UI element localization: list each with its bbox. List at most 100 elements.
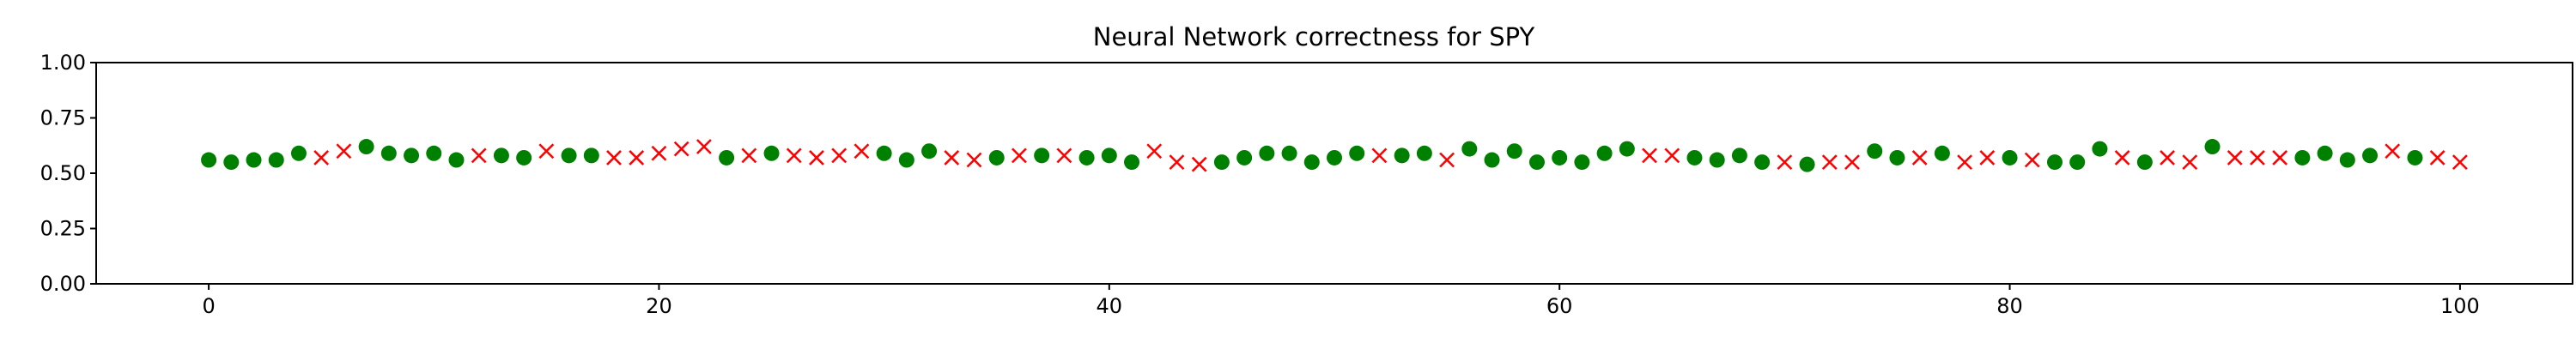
- incorrect-point: [809, 150, 824, 165]
- y-axis: 0.00 0.25 0.50 0.75 1.00: [40, 51, 96, 296]
- incorrect-point: [2227, 150, 2243, 165]
- correct-point: [1303, 154, 1320, 171]
- incorrect-point: [786, 147, 802, 164]
- correct-point: [1213, 154, 1230, 171]
- y-tick-label: 0.50: [40, 161, 86, 185]
- incorrect-point: [2385, 143, 2401, 159]
- incorrect-point: [1439, 152, 1455, 168]
- correct-point: [1078, 149, 1095, 165]
- incorrect-point: [1911, 150, 1928, 165]
- correct-point: [1236, 149, 1253, 165]
- correct-point: [1574, 154, 1590, 171]
- x-tick-label: 40: [1097, 294, 1123, 318]
- correct-point: [1416, 145, 1432, 161]
- incorrect-point: [1844, 154, 1860, 170]
- incorrect-point: [741, 147, 757, 164]
- correct-point: [1259, 145, 1275, 161]
- correct-point: [1799, 156, 1815, 172]
- incorrect-point: [2160, 150, 2175, 165]
- incorrect-point: [966, 152, 982, 168]
- correct-point: [1461, 141, 1478, 157]
- correct-point: [1281, 145, 1297, 161]
- correct-point: [2069, 154, 2086, 171]
- incorrect-point: [1979, 150, 1996, 165]
- plot-points: [201, 139, 2468, 172]
- incorrect-point: [831, 147, 848, 164]
- x-tick-label: 20: [646, 294, 672, 318]
- x-tick-label: 100: [2440, 294, 2480, 318]
- correct-point: [583, 147, 599, 164]
- incorrect-point: [313, 150, 330, 165]
- y-tick-label: 0.75: [40, 106, 86, 130]
- incorrect-point: [1371, 147, 1388, 164]
- correct-point: [1686, 149, 1703, 165]
- correct-point: [1124, 154, 1140, 171]
- incorrect-point: [336, 143, 352, 159]
- correct-point: [719, 149, 735, 165]
- chart-title: Neural Network correctness for SPY: [1093, 22, 1535, 51]
- correct-point: [1934, 145, 1950, 161]
- correct-point: [1709, 152, 1725, 168]
- incorrect-point: [2024, 152, 2040, 168]
- correct-point: [2294, 149, 2311, 165]
- x-tick-label: 0: [202, 294, 215, 318]
- incorrect-point: [2272, 150, 2288, 165]
- incorrect-point: [1146, 143, 1163, 159]
- correct-point: [290, 145, 307, 161]
- correct-point: [898, 152, 914, 168]
- incorrect-point: [1664, 147, 1680, 164]
- correct-point: [516, 149, 532, 165]
- incorrect-point: [2250, 150, 2265, 165]
- incorrect-point: [1169, 154, 1185, 170]
- correct-point: [2362, 147, 2379, 164]
- correct-point: [988, 149, 1005, 165]
- incorrect-point: [1821, 154, 1838, 170]
- correct-point: [1754, 154, 1771, 171]
- correct-point: [2407, 149, 2423, 165]
- incorrect-point: [2114, 150, 2130, 165]
- incorrect-point: [1191, 156, 1207, 172]
- correct-point: [1528, 154, 1545, 171]
- incorrect-point: [2452, 154, 2468, 170]
- correct-point: [1506, 143, 1522, 159]
- correct-point: [1731, 147, 1747, 164]
- correct-point: [1484, 152, 1500, 168]
- correct-point: [921, 143, 938, 159]
- correct-point: [246, 152, 262, 168]
- correct-point: [1327, 149, 1342, 165]
- correct-point: [404, 147, 420, 164]
- plot-area-frame: [95, 62, 2573, 285]
- incorrect-point: [1012, 147, 1027, 164]
- correct-point: [1101, 147, 1117, 164]
- correct-point: [201, 152, 217, 168]
- correct-point: [2136, 154, 2153, 171]
- incorrect-point: [696, 139, 712, 154]
- correct-point: [763, 145, 780, 161]
- correct-point: [1619, 141, 1635, 157]
- correct-point: [1349, 145, 1365, 161]
- incorrect-point: [538, 143, 555, 159]
- correct-point: [561, 147, 577, 164]
- incorrect-point: [629, 150, 645, 165]
- incorrect-point: [1642, 147, 1657, 164]
- correct-point: [1034, 147, 1050, 164]
- correct-point: [268, 152, 284, 168]
- correct-point: [2339, 152, 2355, 168]
- y-tick-label: 0.25: [40, 217, 86, 241]
- incorrect-point: [1957, 154, 1972, 170]
- correct-point: [1394, 147, 1410, 164]
- correct-point: [1889, 149, 1905, 165]
- incorrect-point: [606, 150, 622, 165]
- correct-point: [876, 145, 892, 161]
- correct-point: [1596, 145, 1613, 161]
- correct-point: [380, 145, 397, 161]
- y-tick-label: 0.00: [40, 272, 86, 296]
- correct-point: [223, 154, 240, 171]
- x-tick-label: 80: [1996, 294, 2023, 318]
- correct-point: [2317, 145, 2333, 161]
- incorrect-point: [1056, 147, 1072, 164]
- incorrect-point: [2429, 150, 2445, 165]
- x-tick-label: 60: [1546, 294, 1573, 318]
